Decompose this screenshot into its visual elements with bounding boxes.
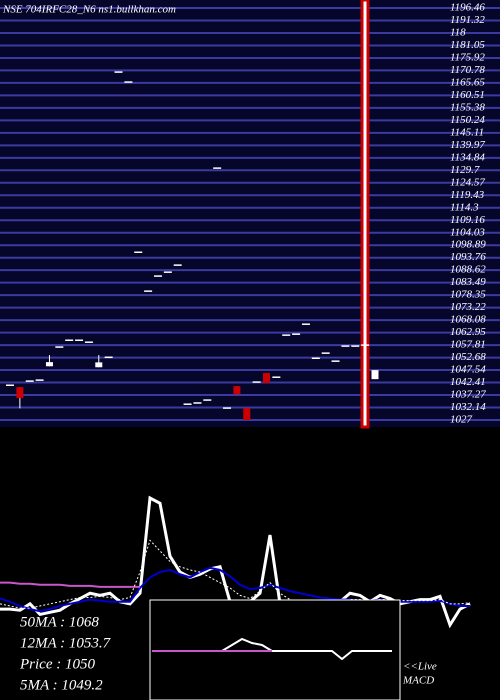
y-tick-label: 1181.05 bbox=[450, 39, 485, 51]
y-tick-label: 1145.11 bbox=[450, 126, 484, 138]
y-tick-label: 1047.54 bbox=[450, 364, 486, 376]
y-tick-label: 1057.81 bbox=[450, 339, 486, 351]
y-tick-label: 1078.35 bbox=[450, 289, 486, 301]
y-tick-label: 1196.46 bbox=[450, 2, 485, 14]
y-tick-label: 1098.89 bbox=[450, 239, 486, 251]
y-tick-label: 1155.38 bbox=[450, 101, 485, 113]
y-tick-label: 1088.62 bbox=[450, 264, 486, 276]
macd-label: MACD bbox=[402, 675, 434, 687]
candle-body bbox=[371, 370, 379, 380]
y-tick-label: 1165.65 bbox=[450, 76, 485, 88]
panel-bg bbox=[0, 0, 500, 427]
live-label: <<Live bbox=[403, 661, 437, 673]
y-tick-label: 1191.32 bbox=[450, 14, 485, 26]
candle-body bbox=[95, 362, 103, 368]
y-tick-label: 1114.3 bbox=[450, 201, 479, 213]
y-tick-label: 1119.43 bbox=[450, 189, 485, 201]
indicator-line bbox=[0, 581, 140, 588]
live-marker bbox=[360, 0, 370, 429]
stat-label: 50MA : 1068 bbox=[20, 614, 99, 630]
stat-label: 12MA : 1053.7 bbox=[20, 635, 112, 651]
stat-label: Price : 1050 bbox=[19, 656, 95, 672]
candle-body bbox=[233, 386, 241, 395]
y-tick-label: 1150.24 bbox=[450, 114, 485, 126]
stat-label: 5MA : 1049.2 bbox=[20, 677, 103, 693]
y-tick-label: 1129.7 bbox=[450, 164, 480, 176]
y-tick-label: 1032.14 bbox=[450, 401, 486, 413]
candle-body bbox=[16, 387, 24, 399]
y-tick-label: 118 bbox=[450, 27, 466, 39]
y-tick-label: 1073.22 bbox=[450, 301, 486, 313]
y-tick-label: 1037.27 bbox=[450, 389, 486, 401]
y-tick-label: 1139.97 bbox=[450, 139, 485, 151]
chart-title: NSE 704IRFC28_N6 ns1.bullkhan.com bbox=[2, 4, 176, 16]
y-tick-label: 1052.68 bbox=[450, 351, 486, 363]
y-tick-label: 1109.16 bbox=[450, 214, 485, 226]
y-tick-label: 1083.49 bbox=[450, 276, 486, 288]
y-tick-label: 1124.57 bbox=[450, 176, 485, 188]
candle-body bbox=[243, 408, 251, 420]
price-panel bbox=[0, 0, 500, 427]
y-tick-label: 1042.41 bbox=[450, 376, 486, 388]
y-tick-label: 1062.95 bbox=[450, 326, 486, 338]
y-tick-label: 1134.84 bbox=[450, 151, 485, 163]
y-tick-label: 1104.03 bbox=[450, 226, 485, 238]
y-tick-label: 1170.78 bbox=[450, 64, 485, 76]
y-tick-label: 1175.92 bbox=[450, 51, 485, 63]
candle-body bbox=[262, 373, 270, 384]
y-tick-label: 1093.76 bbox=[450, 251, 486, 263]
y-tick-label: 1027 bbox=[450, 414, 473, 426]
y-tick-label: 1068.08 bbox=[450, 314, 486, 326]
candle-body bbox=[45, 362, 53, 367]
y-tick-label: 1160.51 bbox=[450, 89, 485, 101]
